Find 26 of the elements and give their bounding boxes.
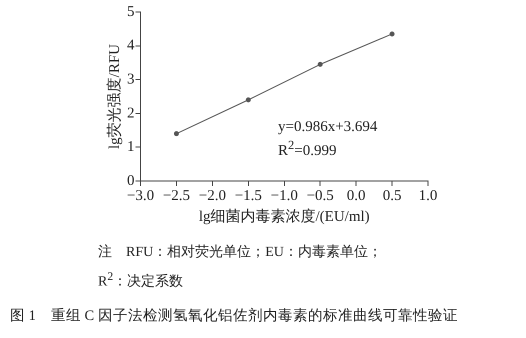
x-tick-label: −1.0 xyxy=(270,188,298,204)
y-tick-label: 2 xyxy=(127,105,134,122)
x-tick-label: 0.0 xyxy=(346,188,366,204)
y-tick-label: 3 xyxy=(127,72,134,88)
point xyxy=(174,131,179,136)
y-tick-label: 1 xyxy=(127,139,134,156)
text: R$^{2}$：决定系数 xyxy=(98,269,184,292)
x-tick-label: −0.5 xyxy=(306,188,334,204)
x-tick-label: −3.0 xyxy=(126,188,154,204)
y-tick-label: 5 xyxy=(127,4,134,20)
point xyxy=(246,97,251,102)
annotation: y=0.986x+3.694 xyxy=(278,118,378,136)
text: 注 RFU：相对荧光单位；EU：内毒素单位； xyxy=(98,243,382,262)
annotation: R$^{2}$=0.999 xyxy=(278,137,338,160)
point xyxy=(390,31,395,36)
y-tick-label: 0 xyxy=(127,172,134,189)
x-tick-label: −2.0 xyxy=(198,188,226,204)
y-tick-label: 4 xyxy=(127,38,135,54)
text: 图 1 重组 C 因子法检测氢氧化铝佐剂内毒素的标准曲线可靠性验证 xyxy=(10,306,458,325)
point xyxy=(318,62,323,67)
x-tick-label: 0.5 xyxy=(382,188,402,204)
y-axis-title: lg荧光强度/RFU xyxy=(106,44,123,150)
x-axis-title: lg细菌内毒素浓度/(EU/ml) xyxy=(198,208,370,225)
x-tick-label: 1.0 xyxy=(418,188,438,204)
x-tick-label: −1.5 xyxy=(234,188,262,204)
x-tick-label: −2.5 xyxy=(162,188,190,204)
